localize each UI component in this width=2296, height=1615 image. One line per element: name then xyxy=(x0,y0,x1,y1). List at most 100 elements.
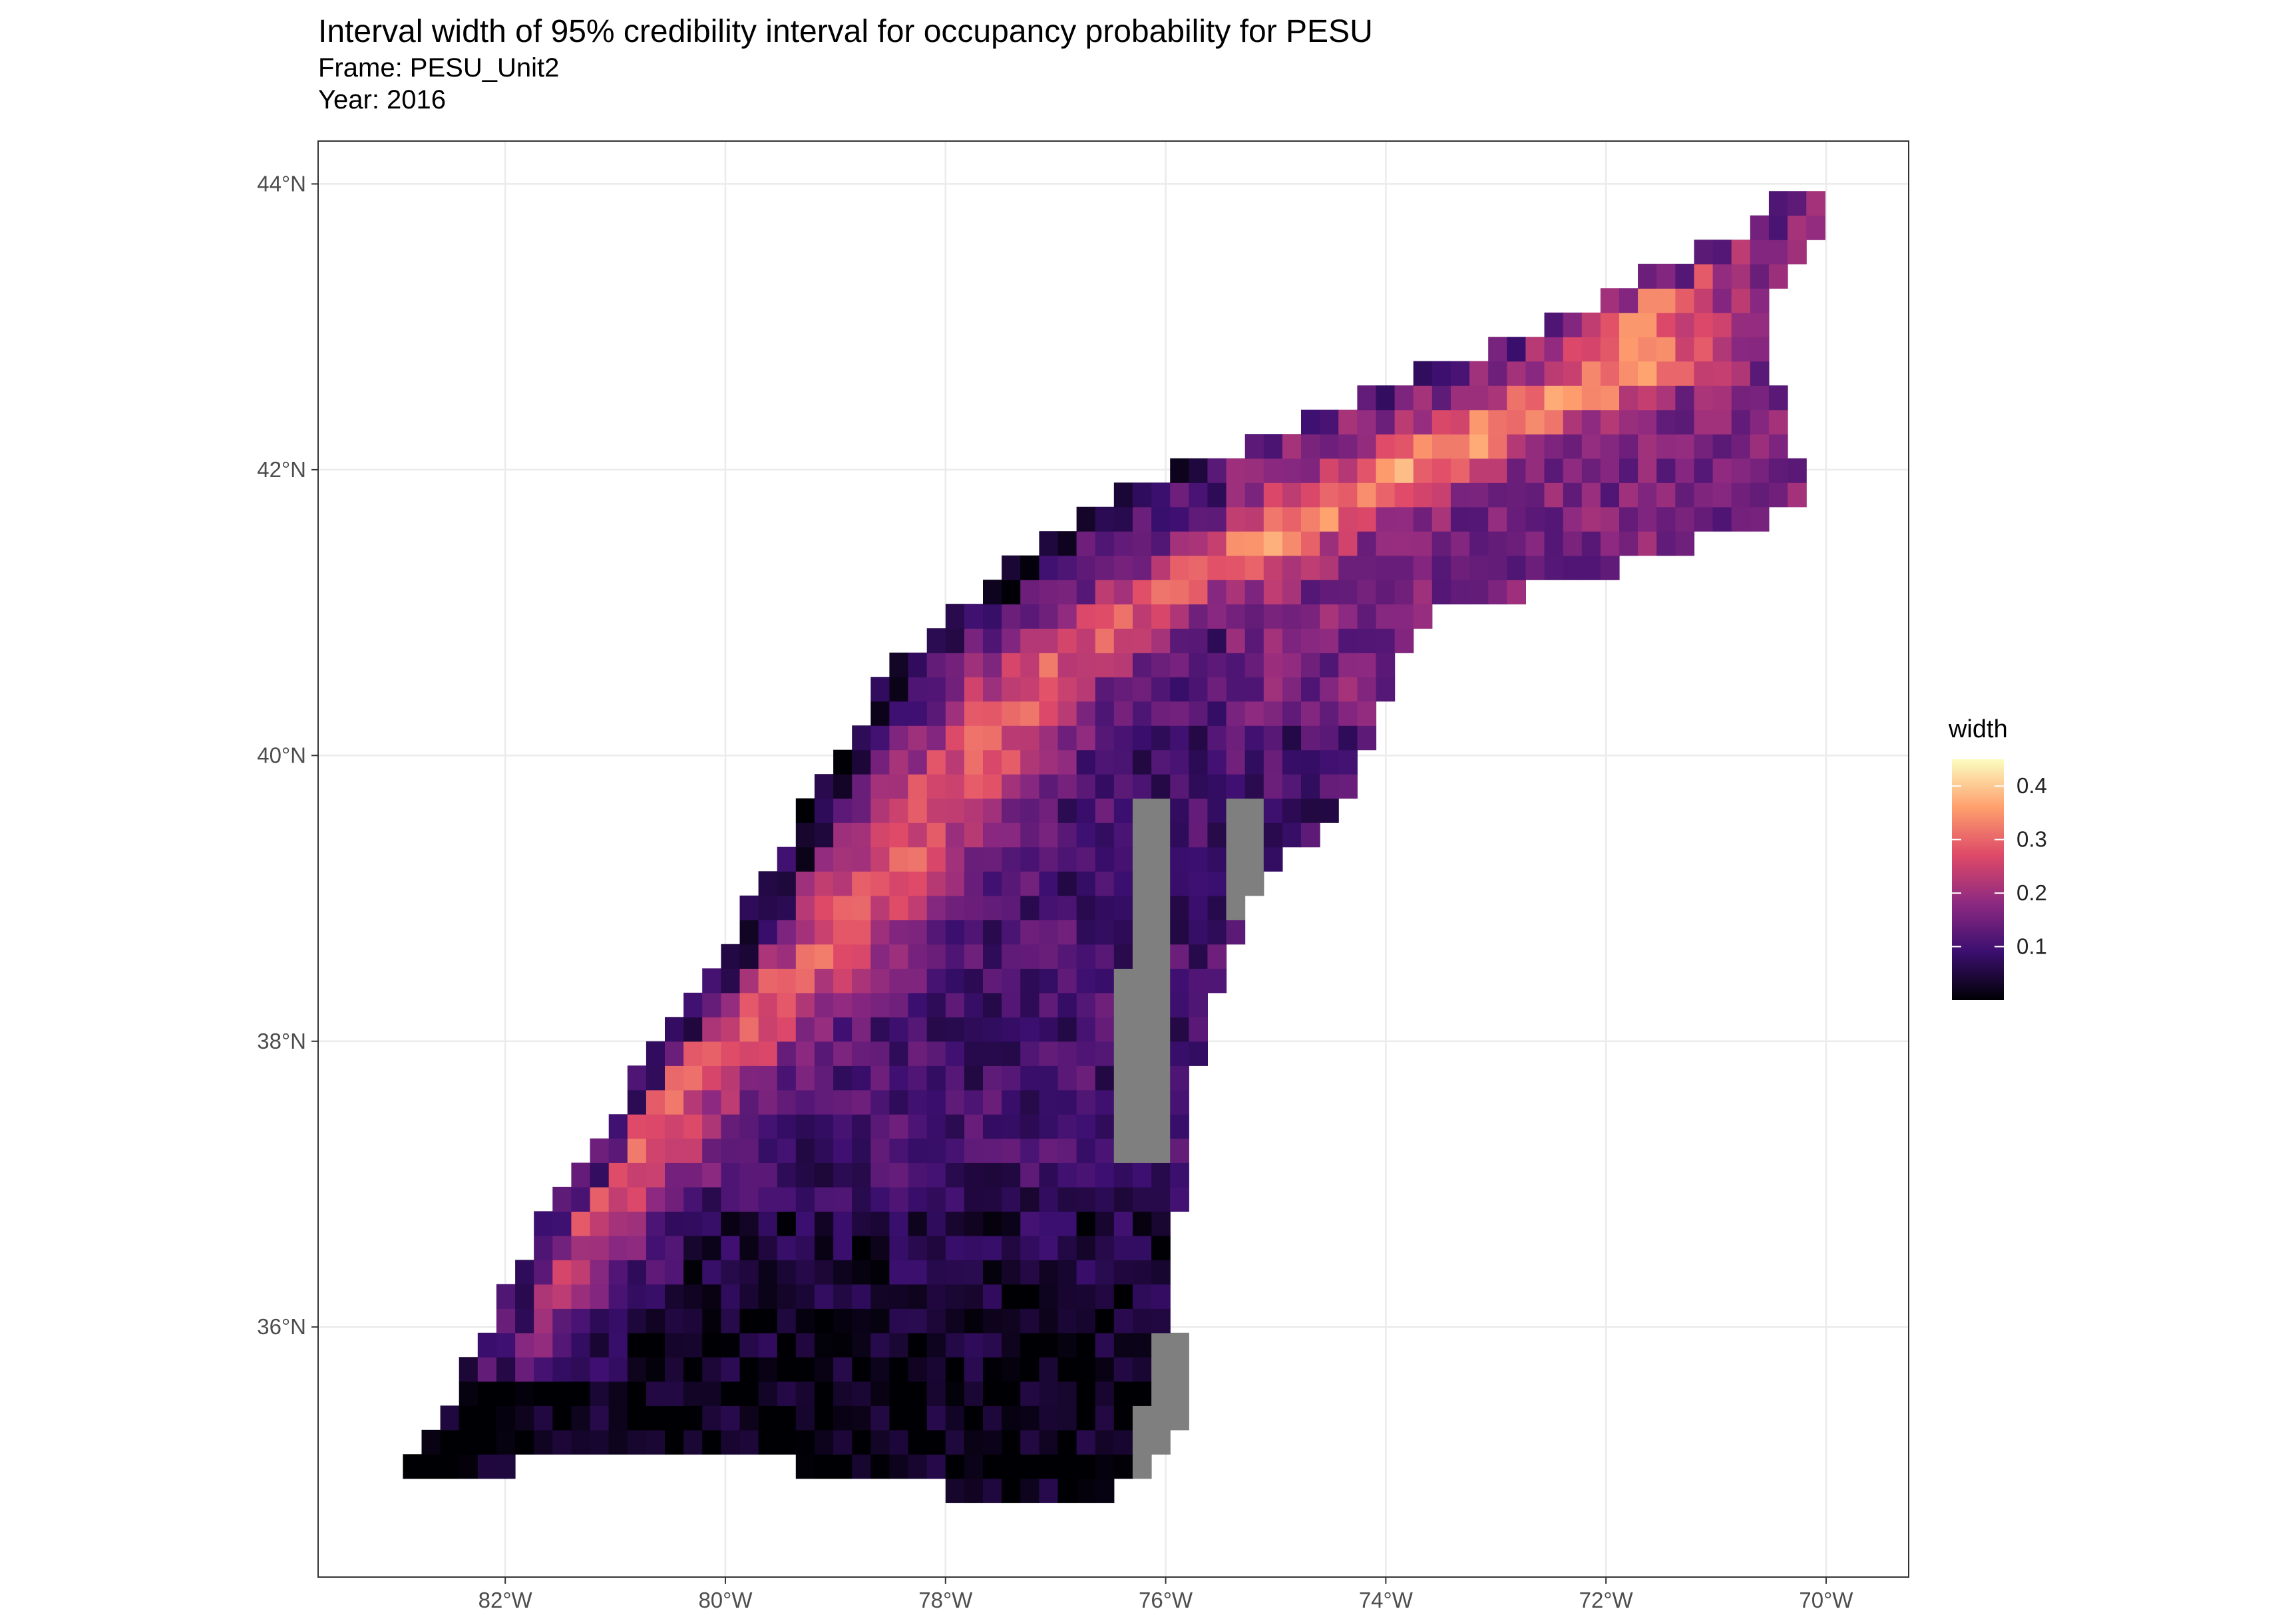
grid-cell xyxy=(1413,580,1433,605)
grid-cell xyxy=(665,1186,684,1212)
grid-cell xyxy=(1002,652,1021,677)
grid-cell xyxy=(1132,677,1152,702)
grid-cell xyxy=(1488,434,1507,459)
grid-cell xyxy=(964,822,984,848)
grid-cell xyxy=(889,1017,909,1042)
grid-cell xyxy=(833,822,853,848)
grid-cell xyxy=(1656,506,1676,532)
grid-cell xyxy=(852,1065,871,1091)
grid-cell xyxy=(1020,774,1040,799)
grid-cell xyxy=(1750,337,1770,362)
grid-cell xyxy=(721,1065,741,1091)
grid-cell xyxy=(1113,701,1133,726)
grid-cell xyxy=(1619,531,1638,556)
grid-cell xyxy=(1076,968,1096,993)
grid-cell xyxy=(758,1186,778,1212)
grid-cell xyxy=(1788,240,1807,265)
grid-cell xyxy=(590,1260,610,1285)
grid-cell xyxy=(983,1332,1002,1357)
grid-cell xyxy=(889,1260,909,1285)
grid-cell xyxy=(908,1186,928,1212)
grid-cell xyxy=(870,1065,890,1091)
grid-cell xyxy=(459,1405,478,1431)
grid-cell xyxy=(1581,409,1601,435)
grid-cell xyxy=(571,1357,591,1382)
grid-cell xyxy=(515,1332,534,1357)
grid-cell xyxy=(1712,458,1732,483)
grid-cell xyxy=(721,1429,741,1455)
grid-cell xyxy=(739,1357,759,1382)
grid-cell xyxy=(795,1163,815,1188)
grid-cell xyxy=(889,652,909,677)
grid-cell xyxy=(870,1381,890,1406)
grid-cell xyxy=(1207,846,1227,872)
grid-cell xyxy=(777,1260,797,1285)
grid-cell xyxy=(1132,749,1152,775)
grid-cell xyxy=(945,1332,965,1357)
grid-cell xyxy=(1170,749,1189,775)
grid-cell xyxy=(646,1186,666,1212)
grid-cell xyxy=(1525,385,1545,411)
grid-cell xyxy=(1076,677,1096,702)
grid-cell xyxy=(739,1235,759,1260)
grid-cell xyxy=(852,1405,871,1431)
grid-cell xyxy=(1076,604,1096,629)
grid-cell xyxy=(1095,1478,1115,1503)
grid-cell xyxy=(1450,385,1470,411)
grid-cell xyxy=(1207,458,1227,483)
grid-cell xyxy=(1675,506,1695,532)
grid-cell xyxy=(608,1381,628,1406)
grid-cell xyxy=(1020,1041,1040,1066)
grid-cell xyxy=(814,1186,834,1212)
grid-cell xyxy=(1076,1017,1096,1042)
grid-cell xyxy=(665,1235,684,1260)
grid-cell xyxy=(739,1163,759,1188)
grid-cell xyxy=(777,1357,797,1382)
grid-cell xyxy=(1432,458,1451,483)
grid-cell xyxy=(926,1381,946,1406)
grid-cell xyxy=(683,1381,703,1406)
grid-cell xyxy=(552,1186,572,1212)
grid-cell xyxy=(1076,1114,1096,1139)
grid-cell xyxy=(1002,1065,1021,1091)
grid-cell xyxy=(1694,482,1714,508)
grid-cell xyxy=(1132,871,1152,896)
grid-cell xyxy=(1750,361,1770,386)
grid-cell xyxy=(758,1065,778,1091)
grid-cell xyxy=(1170,531,1189,556)
grid-cell xyxy=(1189,677,1208,702)
grid-cell xyxy=(1095,774,1115,799)
grid-cell xyxy=(739,1211,759,1236)
grid-cell xyxy=(1170,1186,1189,1212)
grid-cell xyxy=(627,1065,647,1091)
grid-cell xyxy=(1450,409,1470,435)
grid-cell xyxy=(702,1211,721,1236)
grid-cell xyxy=(1207,701,1227,726)
grid-cell xyxy=(1020,798,1040,823)
grid-cell xyxy=(1282,798,1302,823)
grid-cell xyxy=(945,1260,965,1285)
grid-cell xyxy=(1207,774,1227,799)
grid-cell xyxy=(889,1211,909,1236)
grid-cell xyxy=(627,1332,647,1357)
grid-cell xyxy=(833,1211,853,1236)
grid-cell xyxy=(608,1429,628,1455)
grid-cell xyxy=(758,1381,778,1406)
grid-cell xyxy=(1039,1114,1059,1139)
grid-cell xyxy=(833,1308,853,1334)
grid-cell xyxy=(1544,506,1564,532)
grid-cell xyxy=(1189,458,1208,483)
grid-cell xyxy=(758,1357,778,1382)
grid-cell xyxy=(852,1163,871,1188)
grid-cell xyxy=(1656,409,1676,435)
grid-cell xyxy=(870,1211,890,1236)
grid-cell xyxy=(758,1138,778,1163)
grid-cell xyxy=(870,895,890,920)
grid-cell xyxy=(1226,822,1246,848)
grid-cell xyxy=(1768,482,1788,508)
grid-cell xyxy=(758,1114,778,1139)
grid-cell xyxy=(496,1381,516,1406)
grid-cell xyxy=(627,1114,647,1139)
grid-cell xyxy=(1488,361,1507,386)
grid-cell xyxy=(908,822,928,848)
